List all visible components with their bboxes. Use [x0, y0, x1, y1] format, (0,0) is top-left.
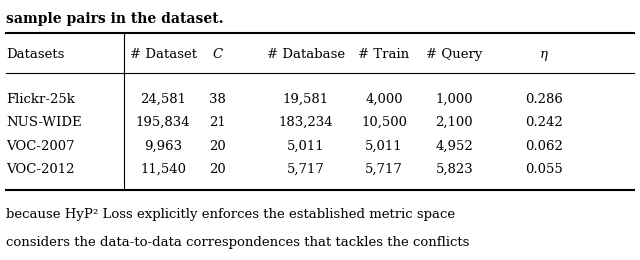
Text: 38: 38: [209, 93, 226, 106]
Text: 0.062: 0.062: [525, 140, 563, 153]
Text: # Database: # Database: [267, 48, 345, 61]
Text: NUS-WIDE: NUS-WIDE: [6, 116, 82, 129]
Text: 10,500: 10,500: [361, 116, 407, 129]
Text: 2,100: 2,100: [436, 116, 473, 129]
Text: 4,952: 4,952: [436, 140, 473, 153]
Text: 183,234: 183,234: [278, 116, 333, 129]
Text: 5,717: 5,717: [287, 163, 325, 176]
Text: 20: 20: [209, 140, 226, 153]
Text: 11,540: 11,540: [140, 163, 186, 176]
Text: 5,823: 5,823: [436, 163, 473, 176]
Text: 9,963: 9,963: [144, 140, 182, 153]
Text: 5,717: 5,717: [365, 163, 403, 176]
Text: VOC-2012: VOC-2012: [6, 163, 75, 176]
Text: # Query: # Query: [426, 48, 483, 61]
Text: # Train: # Train: [358, 48, 410, 61]
Text: 0.286: 0.286: [525, 93, 563, 106]
Text: 21: 21: [209, 116, 226, 129]
Text: 1,000: 1,000: [436, 93, 473, 106]
Text: 4,000: 4,000: [365, 93, 403, 106]
Text: 0.242: 0.242: [525, 116, 563, 129]
Text: 5,011: 5,011: [287, 140, 324, 153]
Text: 0.055: 0.055: [525, 163, 563, 176]
Text: C: C: [212, 48, 223, 61]
Text: Flickr-25k: Flickr-25k: [6, 93, 76, 106]
Text: sample pairs in the dataset.: sample pairs in the dataset.: [6, 12, 224, 26]
Text: because HyP² Loss explicitly enforces the established metric space: because HyP² Loss explicitly enforces th…: [6, 208, 456, 221]
Text: Datasets: Datasets: [6, 48, 65, 61]
Text: 20: 20: [209, 163, 226, 176]
Text: # Dataset: # Dataset: [130, 48, 196, 61]
Text: 19,581: 19,581: [283, 93, 329, 106]
Text: considers the data-to-data correspondences that tackles the conflicts: considers the data-to-data correspondenc…: [6, 236, 470, 249]
Text: 195,834: 195,834: [136, 116, 191, 129]
Text: 5,011: 5,011: [365, 140, 403, 153]
Text: VOC-2007: VOC-2007: [6, 140, 75, 153]
Text: 24,581: 24,581: [140, 93, 186, 106]
Text: η: η: [540, 48, 548, 61]
